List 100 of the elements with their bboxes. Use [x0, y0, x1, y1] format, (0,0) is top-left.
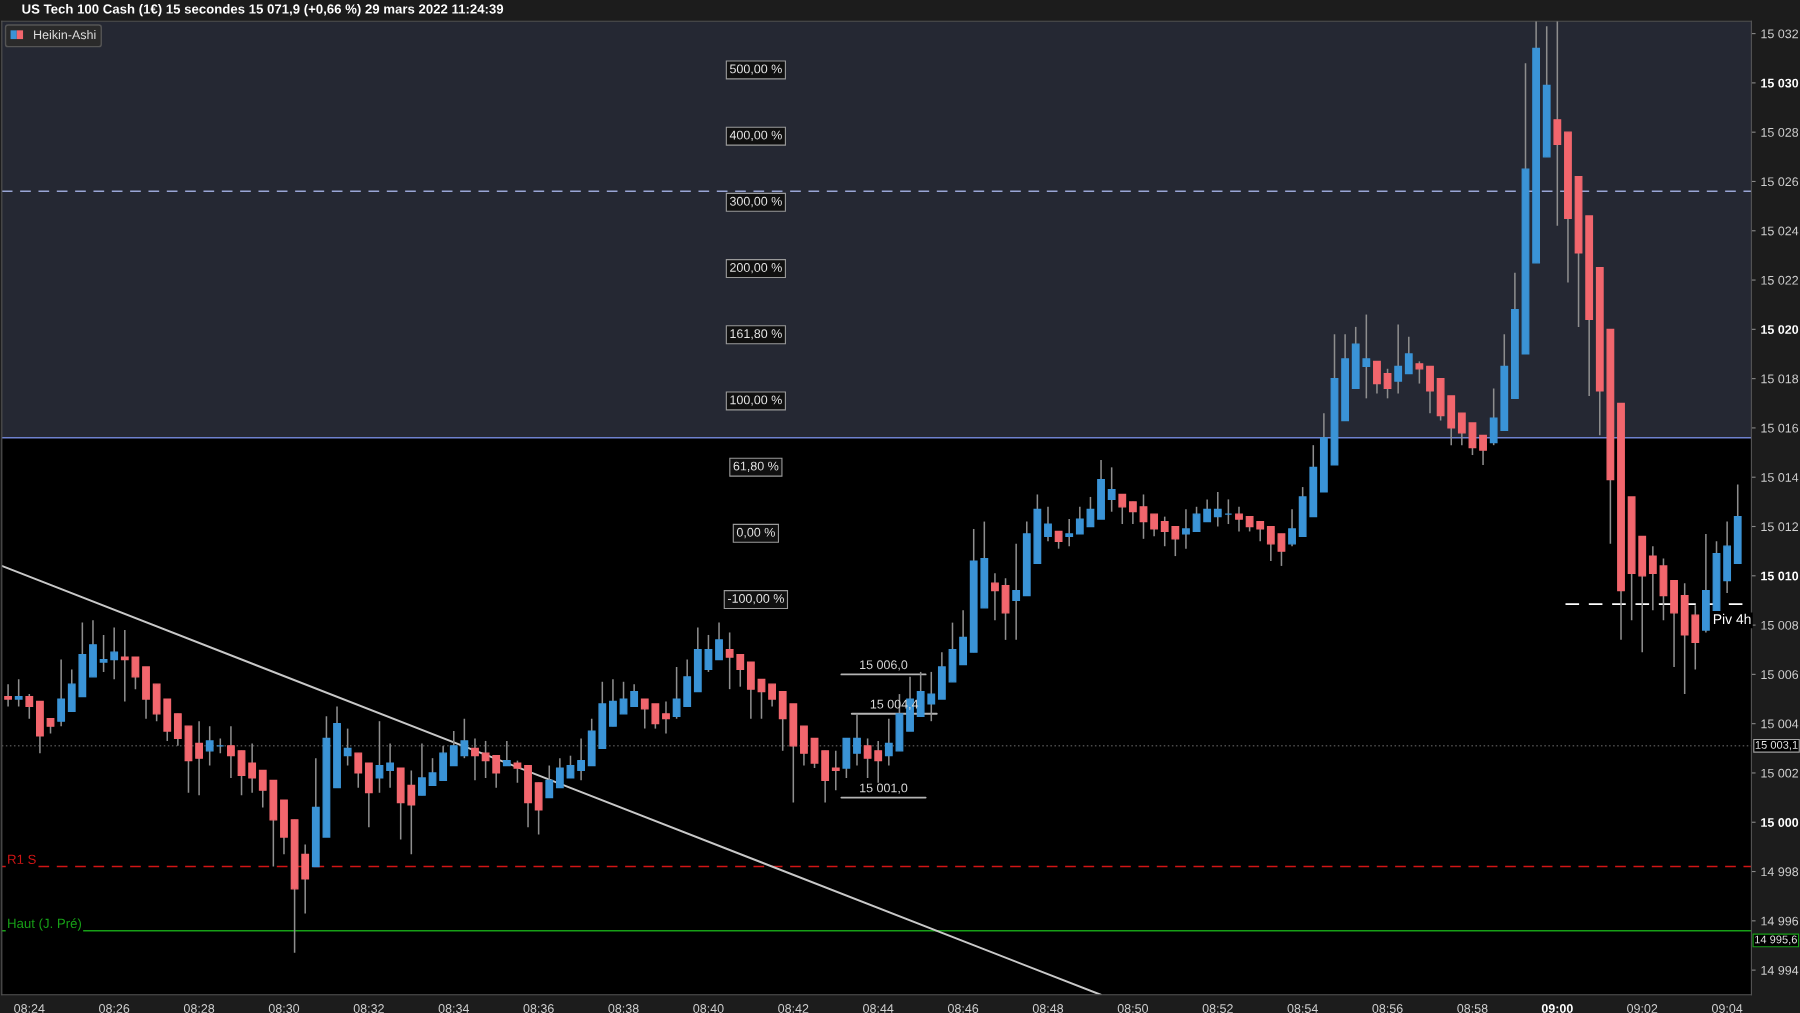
candlestick: [1139, 493, 1148, 540]
candlestick: [99, 634, 108, 673]
candlestick: [131, 656, 140, 690]
candlestick: [884, 717, 893, 767]
candlestick: [1128, 501, 1137, 525]
annotation: 300,00 %: [729, 196, 782, 208]
candlestick: [768, 683, 777, 708]
y-tick-label: 15 000: [1761, 818, 1799, 827]
candlestick: [725, 631, 734, 690]
candlestick: [4, 683, 12, 708]
candlestick: [736, 653, 745, 688]
ref-line-label: R1 S: [8, 854, 36, 864]
candlestick: [662, 700, 670, 735]
y-tick-label: 14 994: [1761, 965, 1799, 975]
candlestick: [619, 681, 628, 715]
x-tick-label: 08:32: [353, 1004, 384, 1013]
x-tick-label: 08:44: [863, 1004, 894, 1013]
annotation: 400,00 %: [729, 130, 782, 141]
candlestick: [874, 740, 883, 784]
candlestick: [1213, 491, 1222, 528]
candlestick: [1362, 313, 1371, 400]
y-tick-label: 15 004: [1761, 719, 1799, 729]
candlestick: [1075, 506, 1084, 535]
y-tick-label: 15 018: [1761, 374, 1799, 384]
candlestick: [1383, 368, 1392, 400]
annotation: 200,00 %: [730, 263, 782, 274]
candlestick: [672, 666, 681, 720]
y-tick-label: 15 012: [1761, 522, 1799, 532]
x-tick-label: 09:00: [1541, 1004, 1573, 1013]
candlestick: [57, 658, 66, 727]
candlestick: [1203, 498, 1212, 523]
x-tick-label: 08:56: [1372, 1004, 1403, 1013]
candlestick: [428, 757, 437, 787]
x-tick-label: 08:54: [1287, 1004, 1318, 1013]
candlestick: [1012, 542, 1021, 641]
annotation: 15 006,0: [860, 660, 908, 671]
candlestick: [1457, 412, 1466, 446]
legend-label: Heikin-Ashi: [34, 30, 96, 40]
candlestick: [502, 740, 511, 767]
annotation: 0,00 %: [736, 527, 775, 539]
annotation: 61,80 %: [733, 461, 779, 472]
candlestick: [14, 678, 23, 708]
candlestick: [1171, 525, 1180, 557]
candlestick: [227, 725, 235, 779]
candlestick: [566, 754, 575, 779]
candlestick: [195, 720, 204, 796]
x-tick-label: 08:52: [1202, 1004, 1233, 1013]
candlestick: [577, 737, 586, 782]
x-tick-label: 08:48: [1032, 1004, 1064, 1013]
y-tick-label: 15 006: [1761, 670, 1799, 680]
x-tick-label: 08:34: [438, 1004, 470, 1013]
y-tick-label: 15 010: [1761, 571, 1799, 581]
candlestick: [991, 572, 999, 621]
candlestick: [407, 769, 416, 856]
y-tick-label: 15 014: [1761, 473, 1799, 482]
y-tick-label: 15 024: [1761, 226, 1799, 236]
y-tick-label: 15 002: [1761, 768, 1799, 778]
x-tick-label: 08:24: [14, 1004, 45, 1013]
candlestick: [205, 725, 214, 767]
x-tick-label: 09:04: [1711, 1004, 1743, 1013]
y-tick-label: 15 022: [1761, 275, 1799, 285]
candlestick: [1277, 533, 1286, 567]
candlestick: [545, 764, 554, 799]
x-tick-label: 09:02: [1627, 1004, 1658, 1013]
annotation: 500,00 %: [729, 64, 782, 75]
x-tick-label: 08:42: [778, 1004, 809, 1013]
candlestick: [1107, 466, 1116, 513]
candlestick: [471, 737, 479, 782]
candlestick: [1479, 434, 1487, 466]
annotation: -100,00 %: [727, 594, 784, 605]
candlestick: [651, 703, 660, 730]
candlestick: [1394, 323, 1403, 395]
candlestick: [418, 742, 426, 796]
x-tick-label: 08:30: [268, 1004, 300, 1013]
y-tick-label: 15 008: [1761, 620, 1799, 630]
candlestick: [492, 754, 501, 789]
y-tick-label: 14 996: [1761, 916, 1799, 926]
candlestick: [375, 720, 384, 794]
candlestick: [1182, 508, 1190, 550]
candlestick: [513, 759, 522, 784]
chart-title: US Tech 100 Cash (1€) 15 secondes 15 071,9 (+0,66 %) 29 mars 2022 11:24:39: [22, 3, 504, 17]
y-tick-label: 14 998: [1761, 867, 1799, 877]
annotation: 100,00 %: [730, 395, 782, 406]
candlestick: [460, 717, 469, 759]
ref-line-label: Haut (J. Pré): [8, 918, 82, 931]
candlestick: [640, 698, 649, 730]
candlestick: [25, 693, 34, 720]
candlestick: [258, 769, 267, 809]
y-tick-label: 15 026: [1761, 177, 1799, 187]
candlestick: [248, 742, 257, 794]
candlestick: [1065, 518, 1074, 547]
series-label: Piv 4h: [1713, 613, 1751, 624]
x-tick-label: 08:50: [1117, 1004, 1149, 1013]
annotation: 15 001,0: [860, 783, 908, 794]
candlestick: [863, 737, 872, 779]
candlestick: [704, 634, 713, 673]
candlestick: [831, 750, 840, 791]
candlestick: [630, 683, 639, 708]
candlestick: [1118, 493, 1127, 525]
y-tick-label: 15 028: [1761, 127, 1799, 137]
